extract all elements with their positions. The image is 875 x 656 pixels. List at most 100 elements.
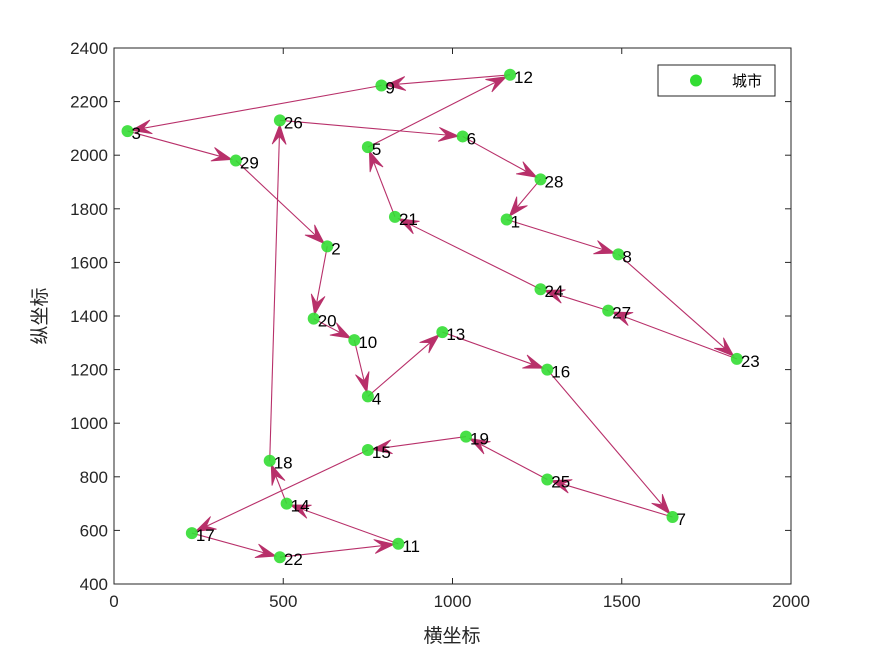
route-arrowhead — [210, 147, 234, 162]
route-arrowhead — [370, 439, 393, 455]
city-label: 22 — [284, 550, 303, 569]
route-arrowhead — [468, 437, 491, 455]
city-point — [229, 154, 242, 167]
city-label: 29 — [240, 154, 259, 173]
legend: 城市 — [657, 64, 776, 97]
route-arrowhead — [397, 218, 420, 235]
route-segment — [279, 539, 396, 558]
route-segment — [508, 178, 541, 218]
y-axis-label: 纵坐标 — [29, 287, 51, 344]
city-label: 24 — [545, 282, 564, 301]
route-arrowhead — [437, 126, 460, 142]
city-points — [121, 68, 743, 564]
city-point — [730, 352, 743, 365]
city-label: 21 — [399, 210, 418, 229]
route-segment — [127, 130, 234, 162]
city-point — [534, 173, 547, 186]
city-point — [273, 551, 286, 564]
city-point — [321, 240, 334, 253]
route-arrowhead — [549, 479, 573, 494]
city-point — [280, 497, 293, 510]
city-label: 26 — [284, 113, 303, 132]
city-point — [375, 79, 388, 92]
route-lines — [127, 74, 738, 559]
route-segment — [367, 76, 508, 148]
city-point — [388, 210, 401, 223]
city-point — [612, 248, 625, 261]
route-segment — [269, 123, 287, 461]
city-point — [361, 390, 374, 403]
city-point — [500, 213, 513, 226]
city-point — [460, 430, 473, 443]
y-tick-label: 400 — [80, 575, 108, 594]
city-label: 28 — [545, 172, 564, 191]
city-label: 9 — [385, 79, 394, 98]
route-segment — [549, 479, 673, 518]
legend-box — [657, 64, 776, 97]
city-label: 2 — [331, 239, 340, 258]
city-label: 3 — [132, 124, 141, 143]
city-label: 11 — [402, 537, 420, 556]
route-segment — [368, 149, 396, 218]
city-point — [307, 312, 320, 325]
city-label: 27 — [612, 304, 631, 323]
x-tick-label: 2000 — [772, 592, 810, 611]
city-point — [541, 473, 554, 486]
route-arrowhead — [543, 289, 566, 304]
route-segment — [130, 84, 382, 135]
y-tick-label: 1400 — [70, 307, 108, 326]
city-point — [541, 363, 554, 376]
route-segment — [353, 339, 370, 394]
route-arrowhead — [522, 354, 545, 369]
city-label: 8 — [622, 247, 631, 266]
y-tick-label: 1200 — [70, 361, 108, 380]
route-arrowhead — [289, 504, 312, 519]
city-label: 14 — [291, 497, 310, 516]
y-tick-label: 600 — [80, 521, 108, 540]
y-tick-label: 1000 — [70, 414, 108, 433]
route-segment — [618, 253, 735, 358]
route-segment — [442, 331, 545, 369]
route-segment — [468, 437, 548, 480]
city-point — [504, 68, 517, 81]
route-segment — [191, 532, 278, 559]
y-tick-label: 2200 — [70, 93, 108, 112]
route-segment — [397, 218, 541, 290]
y-tick-label: 2400 — [70, 39, 108, 58]
route-segment — [289, 504, 399, 545]
route-arrowhead — [130, 119, 153, 135]
city-point — [602, 304, 615, 317]
city-point — [361, 444, 374, 456]
route-arrowhead — [355, 371, 370, 394]
city-label: 19 — [470, 430, 489, 449]
route-segment — [543, 289, 609, 312]
x-tick-label: 500 — [269, 592, 297, 611]
city-point — [263, 454, 276, 467]
city-label: 23 — [741, 352, 760, 371]
city-label: 12 — [514, 68, 533, 87]
route-segment — [610, 311, 738, 360]
city-point — [185, 527, 198, 540]
city-label: 4 — [372, 389, 381, 408]
city-label: 20 — [318, 312, 337, 331]
route-arrowhead — [651, 494, 671, 515]
route-arrowhead — [593, 240, 616, 255]
y-tick-label: 1600 — [70, 253, 108, 272]
city-point — [273, 114, 286, 127]
route-arrowhead — [384, 76, 407, 91]
route-arrowhead — [485, 76, 508, 93]
route-arrowhead — [271, 123, 287, 145]
city-label: 5 — [372, 140, 381, 159]
route-arrowhead — [329, 322, 352, 339]
y-tick-label: 800 — [80, 468, 108, 487]
legend-marker — [690, 74, 702, 87]
city-label: 13 — [446, 325, 465, 344]
city-label: 18 — [274, 454, 293, 473]
y-tick-label: 1800 — [70, 200, 108, 219]
route-arrowhead — [610, 311, 634, 326]
x-tick-label: 1000 — [434, 592, 472, 611]
city-point — [436, 326, 449, 339]
route-arrowhead — [310, 293, 326, 316]
route-arrowhead — [304, 224, 326, 245]
